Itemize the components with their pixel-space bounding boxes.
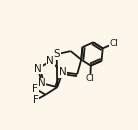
Text: N: N: [34, 64, 42, 74]
Text: N: N: [59, 67, 67, 77]
Text: F: F: [33, 95, 38, 105]
Text: N: N: [46, 56, 54, 66]
Text: Cl: Cl: [86, 74, 95, 83]
Text: Cl: Cl: [109, 39, 118, 48]
Text: N: N: [38, 78, 46, 88]
Text: S: S: [53, 49, 60, 59]
Text: F: F: [32, 84, 38, 94]
